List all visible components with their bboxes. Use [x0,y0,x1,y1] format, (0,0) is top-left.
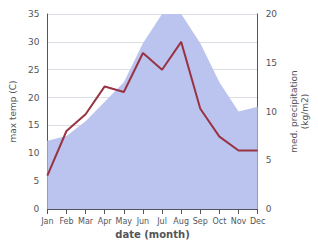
svg-text:Mar: Mar [78,217,94,226]
svg-text:5: 5 [266,155,272,165]
svg-text:10: 10 [28,148,40,158]
svg-text:date (month): date (month) [115,229,189,240]
svg-text:15: 15 [28,120,39,130]
svg-text:Jun: Jun [136,217,150,226]
svg-text:10: 10 [266,107,278,117]
svg-text:May: May [116,217,133,226]
svg-text:0: 0 [266,204,272,214]
svg-text:15: 15 [266,58,277,68]
svg-text:med. precipitation: med. precipitation [289,70,299,152]
svg-text:Aug: Aug [173,217,189,226]
svg-text:30: 30 [28,37,40,47]
svg-text:Sep: Sep [193,217,208,226]
svg-text:Jul: Jul [156,217,167,226]
svg-text:Apr: Apr [98,217,113,226]
svg-text:Oct: Oct [212,217,226,226]
svg-text:Jan: Jan [40,217,53,226]
svg-text:20: 20 [266,9,278,19]
svg-text:max temp (C): max temp (C) [8,80,18,142]
svg-text:5: 5 [34,176,40,186]
svg-text:0: 0 [34,204,40,214]
svg-text:(kg/m2): (kg/m2) [300,94,310,129]
svg-text:Nov: Nov [231,217,247,226]
svg-text:Feb: Feb [59,217,73,226]
svg-text:35: 35 [28,9,39,19]
svg-text:20: 20 [28,93,40,103]
svg-text:Dec: Dec [250,217,265,226]
svg-text:25: 25 [28,65,39,75]
